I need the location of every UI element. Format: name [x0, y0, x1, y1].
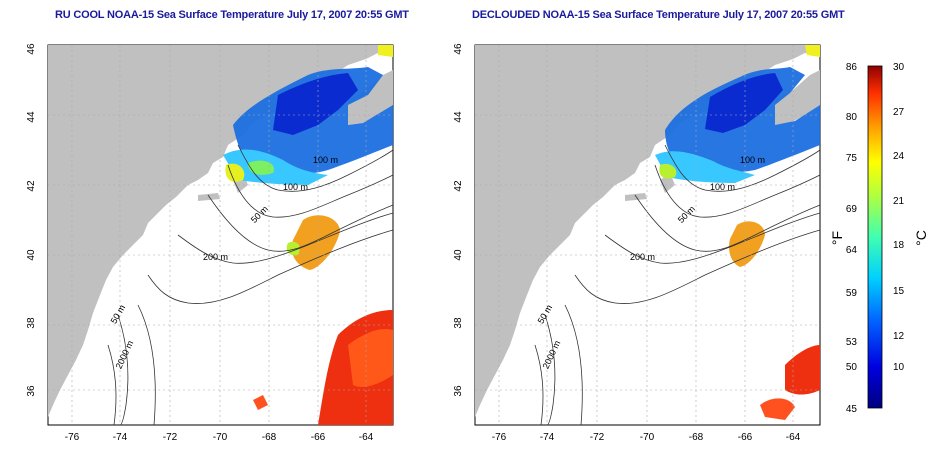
- colorbar: 86 80 75 69 64 59 53 50 45 30 27 24 21 1…: [829, 62, 929, 415]
- y-tick-label: 42: [26, 180, 37, 192]
- fahrenheit-tick: 69: [846, 204, 858, 215]
- right-map-title: DECLOUDED NOAA-15 Sea Surface Temperatur…: [472, 9, 845, 21]
- x-tick-label: -74: [540, 432, 555, 443]
- y-tick-label: 38: [26, 317, 37, 329]
- fahrenheit-tick: 53: [846, 337, 858, 348]
- fahrenheit-tick: 75: [846, 153, 858, 164]
- y-tick-label: 42: [453, 180, 464, 192]
- contour-label-100m: 100 m: [283, 182, 308, 192]
- contour-label-200m: 200 m: [203, 252, 228, 262]
- y-tick-label: 36: [453, 385, 464, 397]
- x-tick-label: -64: [786, 432, 801, 443]
- y-tick-label: 40: [26, 249, 37, 261]
- x-tick-label: -66: [738, 432, 753, 443]
- y-tick-label: 38: [453, 317, 464, 329]
- x-tick-label: -72: [590, 432, 605, 443]
- x-tick-label: -64: [359, 432, 374, 443]
- y-tick-label: 44: [453, 111, 464, 123]
- celsius-tick: 18: [893, 240, 905, 251]
- fahrenheit-tick: 45: [846, 404, 858, 415]
- y-tick-label: 46: [453, 43, 464, 55]
- celsius-tick: 10: [893, 362, 905, 373]
- fahrenheit-tick: 86: [846, 62, 858, 73]
- fahrenheit-tick: 50: [846, 362, 858, 373]
- x-tick-label: -70: [213, 432, 228, 443]
- left-map: 100 m 100 m 50 m 200 m 50 m 2000 m -76 -…: [26, 43, 394, 443]
- fahrenheit-tick: 64: [846, 245, 858, 256]
- x-tick-label: -74: [113, 432, 128, 443]
- celsius-unit-label: °C: [913, 230, 929, 246]
- colorbar-gradient: [867, 65, 883, 409]
- right-map: 100 m 100 m 50 m 200 m 50 m 2000 m -76 -…: [453, 43, 821, 443]
- y-tick-label: 44: [26, 111, 37, 123]
- fahrenheit-tick: 59: [846, 288, 858, 299]
- celsius-tick: 27: [893, 107, 905, 118]
- celsius-tick: 21: [893, 196, 905, 207]
- fahrenheit-unit-label: °F: [829, 231, 845, 245]
- x-tick-label: -68: [262, 432, 277, 443]
- celsius-tick: 24: [893, 151, 905, 162]
- celsius-tick: 15: [893, 286, 905, 297]
- y-tick-label: 40: [453, 249, 464, 261]
- fahrenheit-tick: 80: [846, 112, 858, 123]
- left-map-title: RU COOL NOAA-15 Sea Surface Temperature …: [55, 9, 409, 21]
- x-tick-label: -70: [640, 432, 655, 443]
- contour-label-100m: 100 m: [710, 182, 735, 192]
- x-tick-label: -68: [689, 432, 704, 443]
- y-tick-label: 36: [26, 385, 37, 397]
- celsius-tick: 30: [893, 62, 905, 73]
- contour-label-100m-north: 100 m: [313, 155, 338, 165]
- x-tick-label: -72: [163, 432, 178, 443]
- x-tick-label: -66: [311, 432, 326, 443]
- x-tick-label: -76: [65, 432, 80, 443]
- celsius-tick: 12: [893, 331, 905, 342]
- contour-label-200m: 200 m: [630, 252, 655, 262]
- x-tick-label: -76: [492, 432, 507, 443]
- y-tick-label: 46: [26, 43, 37, 55]
- contour-label-100m-north: 100 m: [740, 155, 765, 165]
